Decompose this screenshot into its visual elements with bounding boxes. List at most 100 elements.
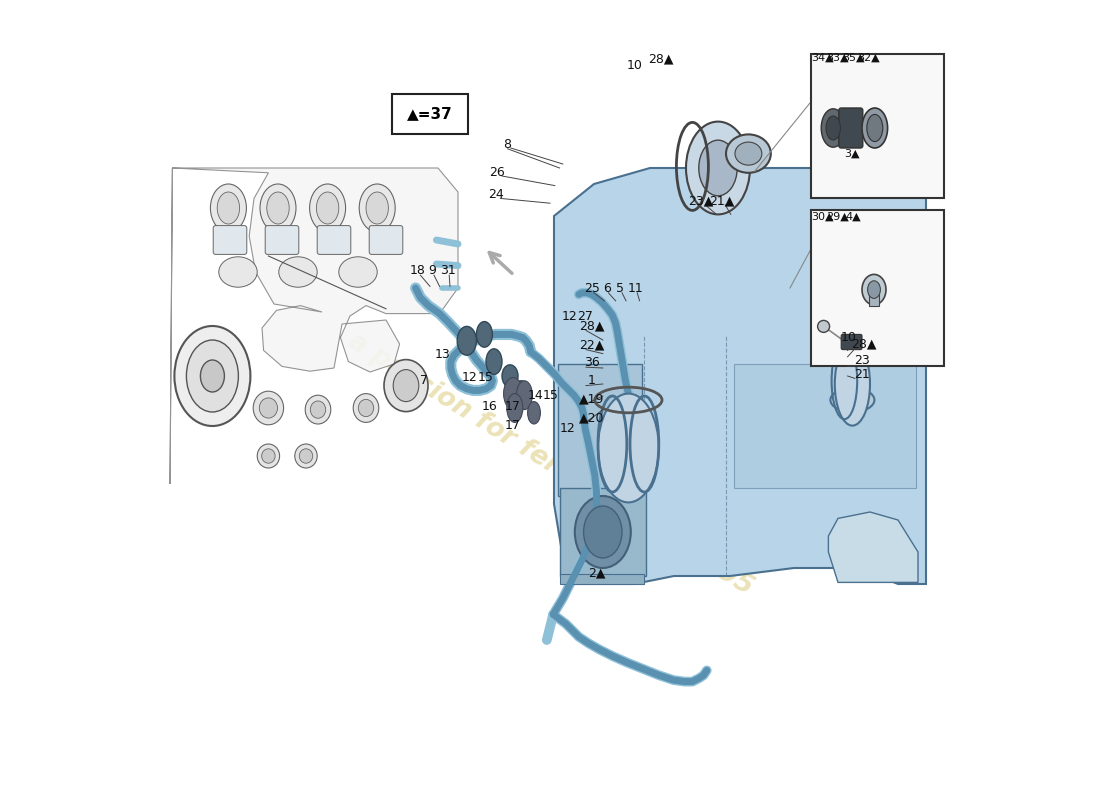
Ellipse shape	[826, 116, 840, 140]
Ellipse shape	[299, 449, 312, 463]
Text: 33▲: 33▲	[826, 53, 848, 62]
FancyBboxPatch shape	[869, 293, 879, 306]
Text: 23▲: 23▲	[689, 194, 714, 207]
Text: 32▲: 32▲	[857, 53, 880, 62]
Text: 18: 18	[410, 264, 426, 277]
Ellipse shape	[310, 401, 326, 418]
FancyBboxPatch shape	[842, 334, 862, 350]
Ellipse shape	[868, 281, 880, 298]
Ellipse shape	[305, 395, 331, 424]
Ellipse shape	[317, 192, 339, 224]
Ellipse shape	[366, 192, 388, 224]
Text: 15: 15	[543, 389, 559, 402]
Ellipse shape	[339, 257, 377, 287]
Ellipse shape	[359, 399, 374, 417]
Polygon shape	[558, 364, 642, 496]
FancyBboxPatch shape	[265, 226, 299, 254]
Ellipse shape	[295, 444, 317, 468]
Ellipse shape	[835, 342, 870, 426]
Text: ▲=37: ▲=37	[407, 106, 453, 122]
Text: 36: 36	[584, 356, 600, 369]
Polygon shape	[828, 512, 918, 582]
Ellipse shape	[278, 257, 317, 287]
Text: 23: 23	[854, 354, 870, 367]
Ellipse shape	[830, 388, 874, 412]
Ellipse shape	[267, 192, 289, 224]
Text: 2▲: 2▲	[587, 566, 605, 579]
FancyBboxPatch shape	[839, 108, 862, 148]
Text: 12: 12	[560, 422, 575, 434]
Ellipse shape	[598, 394, 659, 502]
Ellipse shape	[360, 184, 395, 232]
Text: 21▲: 21▲	[710, 194, 735, 207]
Ellipse shape	[516, 381, 532, 410]
Text: 27: 27	[578, 310, 593, 323]
Ellipse shape	[219, 257, 257, 287]
Ellipse shape	[200, 360, 224, 392]
Ellipse shape	[514, 381, 529, 403]
Text: 3▲: 3▲	[844, 149, 859, 158]
Text: 15: 15	[478, 371, 494, 384]
Ellipse shape	[867, 114, 883, 142]
Polygon shape	[560, 488, 646, 576]
Text: 25: 25	[584, 282, 601, 294]
Ellipse shape	[353, 394, 378, 422]
Text: 11: 11	[628, 282, 643, 294]
Text: 7: 7	[419, 374, 428, 386]
Text: 34▲: 34▲	[811, 53, 834, 62]
Ellipse shape	[726, 134, 771, 173]
Polygon shape	[560, 574, 645, 584]
Ellipse shape	[260, 184, 296, 232]
Text: 12: 12	[562, 310, 578, 323]
Ellipse shape	[217, 192, 240, 224]
Polygon shape	[734, 364, 916, 488]
Ellipse shape	[698, 140, 737, 196]
Ellipse shape	[175, 326, 251, 426]
Text: 4▲: 4▲	[846, 212, 861, 222]
Text: 12: 12	[461, 371, 477, 384]
FancyBboxPatch shape	[392, 94, 469, 134]
FancyBboxPatch shape	[213, 226, 246, 254]
Text: 26: 26	[490, 166, 505, 179]
Ellipse shape	[575, 496, 630, 568]
FancyBboxPatch shape	[317, 226, 351, 254]
Text: 10: 10	[627, 59, 642, 72]
Ellipse shape	[260, 398, 277, 418]
Ellipse shape	[257, 444, 279, 468]
Ellipse shape	[735, 142, 762, 165]
Text: 31: 31	[440, 264, 455, 277]
Polygon shape	[554, 168, 926, 584]
Text: 22▲: 22▲	[579, 338, 604, 351]
Ellipse shape	[528, 402, 540, 424]
Text: 8: 8	[503, 138, 510, 150]
Text: 5: 5	[616, 282, 625, 294]
Ellipse shape	[862, 274, 886, 305]
Ellipse shape	[393, 370, 419, 402]
Text: 28▲: 28▲	[648, 53, 673, 66]
Text: 6: 6	[603, 282, 611, 294]
FancyBboxPatch shape	[811, 210, 944, 366]
Text: 13: 13	[434, 348, 451, 361]
Ellipse shape	[384, 359, 428, 411]
Text: 9: 9	[429, 264, 437, 277]
Text: 28▲: 28▲	[851, 338, 877, 350]
Ellipse shape	[822, 109, 845, 147]
Ellipse shape	[584, 506, 621, 558]
Ellipse shape	[504, 378, 522, 410]
Ellipse shape	[833, 346, 872, 362]
Ellipse shape	[458, 326, 476, 355]
Ellipse shape	[817, 321, 829, 333]
Ellipse shape	[476, 322, 493, 347]
Text: 14: 14	[528, 389, 543, 402]
Text: ▲20: ▲20	[579, 411, 604, 424]
Text: 17: 17	[505, 400, 520, 413]
Text: a passion for ferraris since 1/95: a passion for ferraris since 1/95	[343, 328, 757, 600]
Ellipse shape	[253, 391, 284, 425]
Ellipse shape	[309, 184, 345, 232]
Polygon shape	[170, 168, 458, 484]
Ellipse shape	[862, 108, 888, 148]
Text: 35▲: 35▲	[842, 53, 865, 62]
FancyBboxPatch shape	[811, 54, 944, 198]
FancyBboxPatch shape	[370, 226, 403, 254]
Ellipse shape	[186, 340, 239, 412]
